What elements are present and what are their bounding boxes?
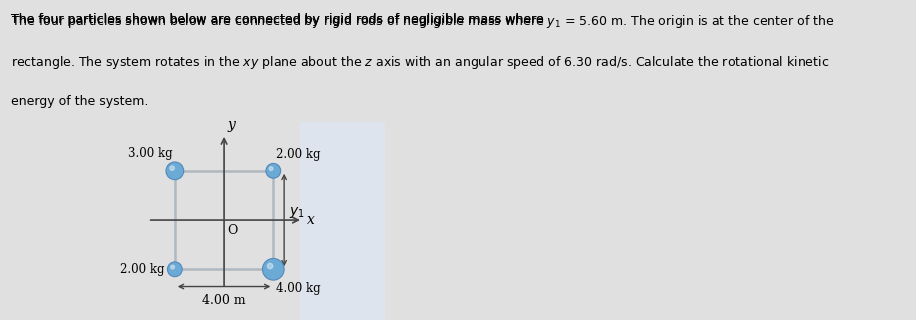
Text: rectangle. The system rotates in the $xy$ plane about the $z$ axis with an angul: rectangle. The system rotates in the $xy… (11, 54, 829, 71)
Circle shape (263, 259, 284, 280)
Bar (300, 122, 385, 320)
Text: The four particles shown below are connected by rigid rods of negligible mass wh: The four particles shown below are conne… (11, 13, 548, 26)
Circle shape (267, 263, 273, 269)
Text: 4.00 kg: 4.00 kg (276, 282, 321, 295)
Text: The four particles shown below are connected by rigid rods of negligible mass wh: The four particles shown below are conne… (11, 13, 548, 26)
Text: 3.00 kg: 3.00 kg (127, 147, 172, 160)
Circle shape (266, 164, 280, 178)
Text: energy of the system.: energy of the system. (11, 95, 148, 108)
Text: x: x (307, 213, 315, 227)
Text: $y_1$: $y_1$ (289, 205, 305, 220)
Text: The four particles shown below are connected by rigid rods of negligible mass wh: The four particles shown below are conne… (11, 13, 834, 30)
Text: 2.00 kg: 2.00 kg (119, 263, 164, 276)
Text: O: O (227, 224, 238, 237)
Text: 2.00 kg: 2.00 kg (276, 148, 321, 161)
Circle shape (170, 265, 174, 269)
Circle shape (269, 167, 273, 171)
Circle shape (170, 166, 174, 170)
Text: y: y (227, 118, 235, 132)
Text: 4.00 m: 4.00 m (202, 294, 245, 307)
Circle shape (166, 162, 184, 180)
Circle shape (168, 262, 182, 277)
